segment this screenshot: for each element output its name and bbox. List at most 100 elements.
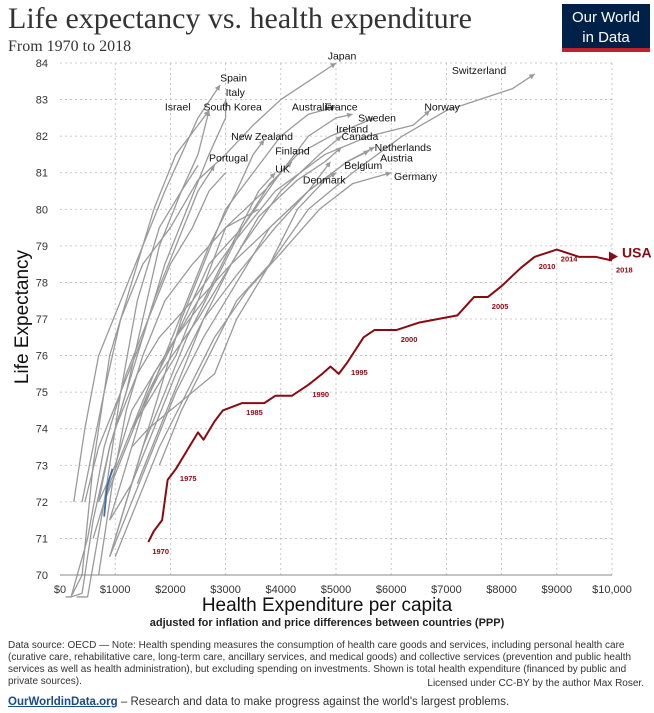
axis-ticks: $0 $1000 $2000 $3000 $4000 $5000 $6000 $7000 $80…	[36, 58, 632, 596]
series-arrowhead	[209, 165, 215, 172]
series-arrowhead	[335, 136, 342, 142]
y-tick-label: 70	[36, 570, 48, 582]
x-tick-label: $2000	[155, 584, 186, 596]
country-labels: Japan Spain Switzerland Italy Israel South Ko…	[165, 50, 506, 186]
usa-year-label: 2005	[492, 302, 509, 311]
chart-subtitle: From 1970 to 2018	[8, 38, 132, 55]
series-line	[70, 172, 227, 598]
series-arrowhead	[368, 117, 375, 123]
y-axis-title: Life Expectancy	[12, 249, 33, 385]
x-tick-label: $5000	[321, 584, 352, 596]
series-arrowhead	[269, 172, 276, 179]
country-label: Germany	[394, 171, 438, 183]
series-arrowhead	[346, 112, 353, 119]
x-axis-subtitle: adjusted for inflation and price differe…	[149, 617, 505, 629]
y-tick-label: 71	[36, 533, 48, 545]
usa-year-label: 1970	[152, 547, 169, 556]
x-tick-label: $4000	[266, 584, 297, 596]
country-label: Italy	[226, 87, 246, 99]
usa-series-label: USA	[622, 244, 652, 260]
y-tick-label: 75	[36, 387, 48, 399]
country-label: UK	[275, 164, 290, 176]
series-arrowhead	[330, 63, 336, 69]
chart-plot: 1970 1975 1985 1990 1995 2000 2005 2010 2014 2018…	[36, 50, 652, 598]
country-label: France	[325, 102, 358, 114]
series-line	[114, 110, 431, 429]
usa-year-label: 1975	[180, 474, 197, 483]
y-tick-label: 82	[36, 131, 48, 143]
series-arrowhead	[385, 171, 392, 177]
footer-brand: OurWorldinData.org – Research and data t…	[8, 696, 509, 708]
series-line	[92, 135, 342, 539]
x-tick-label: $10,000	[592, 584, 632, 596]
x-tick-label: $6000	[376, 584, 407, 596]
footer-tagline: – Research and data to make progress aga…	[117, 696, 510, 708]
series-line	[114, 172, 392, 557]
logo-line-1: Our World	[571, 9, 641, 26]
y-tick-label: 76	[36, 351, 48, 363]
series-line	[109, 146, 375, 557]
series-line	[65, 110, 210, 598]
series-arrowhead	[214, 84, 221, 91]
footer-note: Data source: OECD — Note: Health spendin…	[8, 640, 632, 687]
owid-logo[interactable]: Our World in Data	[562, 4, 650, 52]
usa-year-label: 1995	[351, 368, 368, 377]
country-label: Israel	[165, 102, 191, 114]
y-tick-label: 84	[36, 58, 48, 70]
country-label: South Korea	[204, 102, 263, 114]
series-line	[109, 161, 293, 557]
x-tick-label: $9000	[542, 584, 573, 596]
country-label: Japan	[328, 50, 357, 62]
series-line	[97, 208, 260, 576]
series-arrowhead	[222, 99, 229, 105]
series-arrowhead	[286, 161, 292, 168]
series-line	[158, 73, 536, 466]
series-line	[109, 139, 265, 521]
country-label: Ireland	[336, 123, 368, 135]
y-tick-label: 74	[36, 424, 48, 436]
country-label: Belgium	[344, 160, 382, 172]
country-label: Finland	[275, 145, 310, 157]
usa-year-label: 2014	[561, 255, 579, 264]
country-label: Netherlands	[375, 142, 432, 154]
country-label: Portugal	[209, 153, 248, 165]
blue-highlight-line	[103, 468, 114, 517]
y-tick-label: 72	[36, 497, 48, 509]
series-arrowhead	[325, 161, 331, 168]
x-tick-label: $1000	[100, 584, 131, 596]
series-arrowhead	[424, 110, 430, 117]
y-tick-label: 83	[36, 95, 48, 107]
series-line	[109, 161, 331, 521]
series-arrowhead	[330, 172, 336, 178]
logo-line-2: in Data	[582, 29, 630, 46]
country-label: Sweden	[358, 113, 396, 125]
usa-year-label: 1985	[246, 408, 263, 417]
y-tick-label: 81	[36, 168, 48, 180]
series-line	[131, 117, 375, 430]
country-label: Denmark	[303, 175, 346, 187]
series-line	[70, 165, 216, 598]
series-arrowhead	[203, 110, 210, 117]
series-arrowhead	[368, 147, 375, 153]
x-tick-label: $0	[54, 584, 66, 596]
x-axis-title: Health Expenditure per capita	[201, 595, 453, 616]
series-line	[131, 172, 337, 448]
series-arrowhead	[330, 105, 336, 111]
country-label: Canada	[342, 131, 379, 143]
usa-year-label: 1990	[312, 390, 329, 399]
usa-series: 1970 1975 1985 1990 1995 2000 2005 2010 2014 2018…	[147, 244, 652, 556]
country-label: Australia	[292, 102, 333, 114]
series-line	[76, 165, 199, 598]
country-label: Austria	[380, 153, 413, 165]
footer-license: Licensed under CC-BY by the author Max R…	[427, 678, 644, 689]
y-tick-label: 77	[36, 314, 48, 326]
usa-year-label: 2018	[616, 265, 633, 274]
series-arrowhead	[528, 73, 535, 80]
country-label: Switzerland	[452, 65, 506, 77]
site-link[interactable]: OurWorldinData.org	[8, 696, 118, 708]
y-tick-label: 78	[36, 277, 48, 289]
country-label: Spain	[220, 72, 247, 84]
country-label: New Zealand	[231, 131, 293, 143]
series-line	[98, 172, 276, 503]
other-series-lines	[65, 62, 536, 598]
